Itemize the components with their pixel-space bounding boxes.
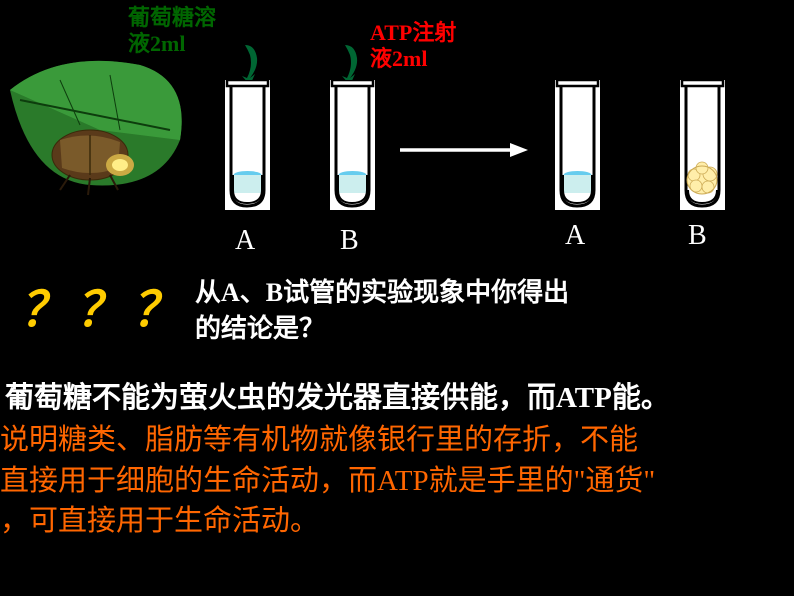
tube-label-a2: A bbox=[565, 220, 585, 252]
conclusion-line1: 葡萄糖不能为萤火虫的发光器直接供能，而ATP能。 bbox=[5, 380, 670, 418]
question-text: 从A、B试管的实验现象中你得出 的结论是？ bbox=[195, 275, 569, 348]
test-tube-a-before bbox=[225, 80, 270, 210]
atp-label: ATP注射 液2ml bbox=[370, 20, 456, 73]
tube-label-a1: A bbox=[235, 225, 255, 257]
result-arrow bbox=[400, 140, 530, 160]
test-tube-a-after bbox=[555, 80, 600, 210]
test-tube-b-after bbox=[680, 80, 725, 210]
test-tube-b-before bbox=[330, 80, 375, 210]
question-marks-icon: ？？？ bbox=[20, 270, 188, 340]
tube-label-b1: B bbox=[340, 225, 359, 257]
conclusion-line2: 说明糖类、脂肪等有机物就像银行里的存折，不能 直接用于细胞的生命活动，而ATP就… bbox=[0, 420, 655, 542]
glucose-label: 葡萄糖溶 液2ml bbox=[128, 5, 216, 58]
tube-label-b2: B bbox=[688, 220, 707, 252]
